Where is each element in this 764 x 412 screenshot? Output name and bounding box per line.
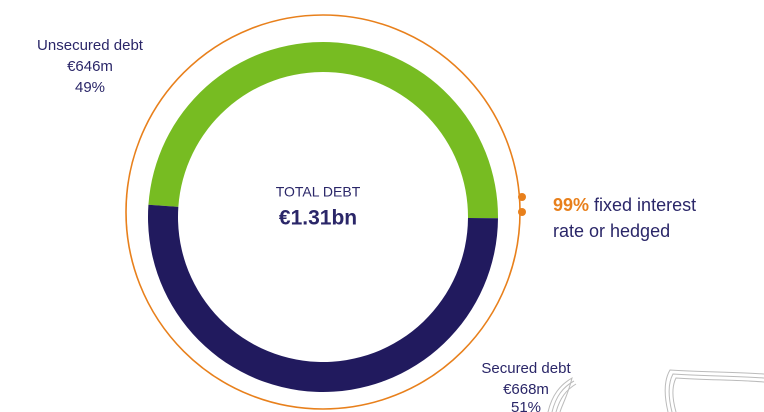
slices <box>147 42 499 393</box>
label: Secured debt <box>481 360 571 377</box>
dot <box>518 208 526 216</box>
label: Unsecured debt <box>37 37 144 54</box>
value-label: 51% <box>511 399 541 412</box>
annotation-line: rate or hedged <box>553 221 670 241</box>
dot <box>518 193 526 201</box>
center-title: TOTAL DEBT <box>276 184 361 200</box>
annotation-highlight: 99% <box>553 195 589 215</box>
center-value: €1.31bn <box>279 207 357 230</box>
value-label: 49% <box>75 79 105 96</box>
amount-label: €646m <box>67 58 113 75</box>
decoration <box>547 369 764 412</box>
amount-label: €668m <box>503 381 549 398</box>
annotation-line: fixed interest <box>594 195 696 215</box>
slice <box>148 42 499 219</box>
annotation: 99% fixed interest <box>553 195 696 215</box>
slice <box>147 204 498 393</box>
